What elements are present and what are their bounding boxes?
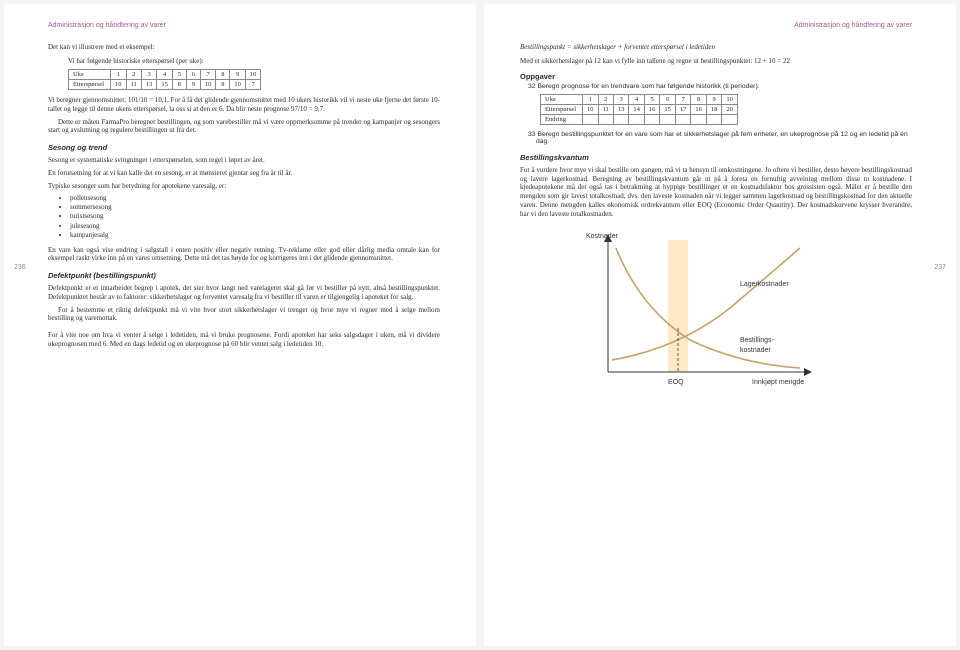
eoq-chart: Kostnader Innkjøpt mengde EOQ Lagerkostn… [580,228,820,388]
paragraph: Typiske sesonger som har betydning for a… [48,182,440,191]
table-row: Etterspørsel 10 11 13 15 8 9 10 8 10 7 [69,80,261,90]
bestilling-curve [616,248,800,368]
question-33: 33 Beregn bestillingspunktet for en vare… [528,131,912,145]
page-number-right: 237 [934,264,946,271]
paragraph: En vare kan også vise endring i salgstal… [48,246,440,264]
table-row: Uke 1 2 3 4 5 6 7 8 9 10 [541,94,738,104]
section-heading: Sesong og trend [48,143,440,152]
list-item: julesesong [70,222,440,231]
paragraph: For å bestemme et riktig defektpunkt må … [48,306,440,324]
eoq-label: EOQ [668,379,684,386]
bullet-list: pollensesong sommersesong turistsesong j… [70,194,440,239]
row-label: Uke [69,70,111,80]
row-label: Etterspørsel [69,80,111,90]
x-axis-label: Innkjøpt mengde [752,379,804,386]
table-trendvare: Uke 1 2 3 4 5 6 7 8 9 10 Etterspørsel 10… [540,94,738,125]
page-right: Administrasjon og håndtering av varer 23… [484,4,956,646]
table-row: Etterspørsel 10 11 13 14 16 15 17 16 18 … [541,104,738,114]
oppgaver-heading: Oppgaver [520,72,912,81]
bestilling-label-2: kostnader [740,347,771,354]
page-left: Administrasjon og håndtering av varer 23… [4,4,476,646]
left-column: Det kan vi illustrere med et eksempel: V… [48,43,440,349]
list-item: sommersesong [70,203,440,212]
x-arrow-icon [804,368,812,376]
row-label: Etterspørsel [541,104,583,114]
paragraph: For å vite noe om hva vi venter å selge … [48,331,440,349]
paragraph: En forutsetning for at vi kan kalle det … [48,169,440,178]
paragraph: Med et sikkerhetslager på 12 kan vi fyll… [520,57,912,66]
list-item: turistsesong [70,212,440,221]
paragraph: Defektpunkt er et innarbeidet begrep i a… [48,284,440,302]
table-historisk: Uke 1 2 3 4 5 6 7 8 9 10 Etterspørsel 10… [68,69,261,90]
formula-line: Bestillingspunkt = sikkerhetslager + for… [520,43,912,51]
table-row: Uke 1 2 3 4 5 6 7 8 9 10 [69,70,261,80]
eoq-svg: Kostnader Innkjøpt mengde EOQ Lagerkostn… [580,228,820,388]
paragraph: Vi beregner gjennomsnittet: 101/10 = 10,… [48,96,440,114]
list-item: kampanjesalg [70,231,440,240]
paragraph: For å vurdere hvor mye vi skal bestille … [520,166,912,219]
section-heading: Defektpunkt (bestillingspunkt) [48,271,440,280]
running-header-left: Administrasjon og håndtering av varer [48,22,440,29]
section-heading: Bestillingskvantum [520,153,912,162]
row-label: Endring [541,114,583,124]
y-axis-label: Kostnader [586,233,619,240]
question-32: 32 Beregn prognose for en trendvare som … [528,83,912,90]
page-number-left: 236 [14,264,26,271]
lager-label: Lagerkostnader [740,281,789,288]
list-item: pollensesong [70,194,440,203]
eoq-band [668,240,688,372]
running-header-right: Administrasjon og håndtering av varer [520,22,912,29]
right-column: Bestillingspunkt = sikkerhetslager + for… [520,43,912,388]
sub-text: Vi har følgende historiske etterspørsel … [68,57,440,65]
paragraph: Sesong er systematiske svingninger i ett… [48,156,440,165]
intro-text: Det kan vi illustrere med et eksempel: [48,43,440,51]
bestilling-label-1: Bestillings- [740,337,775,344]
table-row: Endring [541,114,738,124]
paragraph: Dette er måten FarmaPro beregner bestill… [48,118,440,136]
row-label: Uke [541,94,583,104]
